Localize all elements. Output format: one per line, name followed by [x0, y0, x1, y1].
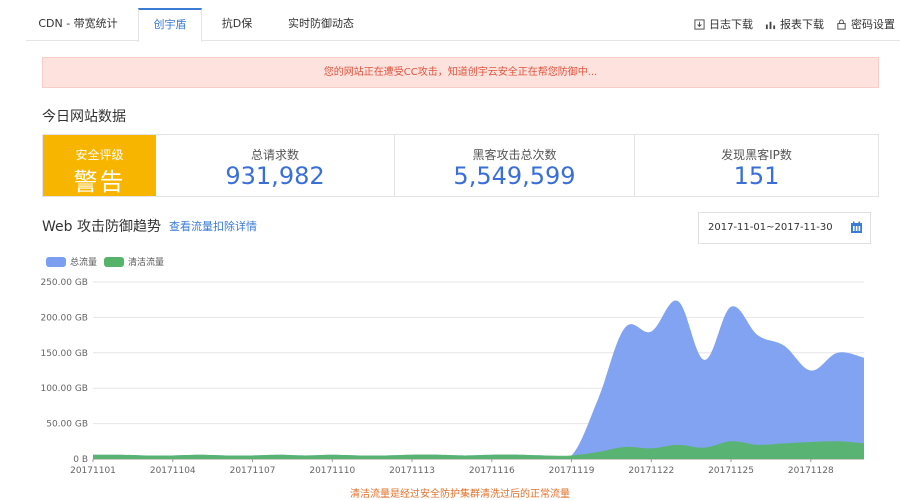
x-tick-label: 20171122: [628, 466, 674, 476]
y-tick-label: 0 B: [73, 455, 88, 465]
legend-clean-traffic[interactable]: 清洁流量: [104, 255, 164, 268]
report-download-label: 报表下载: [780, 18, 824, 31]
attack-count-stat: 黑客攻击总次数 5,549,599: [394, 135, 634, 196]
security-rating-label: 安全评级: [75, 148, 124, 162]
legend-total-label: 总流量: [70, 258, 98, 268]
tab-realtime-defense[interactable]: 实时防御动态: [288, 17, 354, 30]
bar-chart-icon: [765, 21, 776, 29]
y-tick-label: 250.00 GB: [40, 278, 88, 288]
log-download-label: 日志下载: [709, 18, 753, 31]
calendar-icon: [851, 221, 862, 233]
today-data-title: 今日网站数据: [42, 109, 126, 125]
attack-count-label: 黑客攻击总次数: [472, 148, 557, 162]
x-tick-label: 20171110: [309, 466, 355, 476]
legend-total-traffic[interactable]: 总流量: [46, 255, 97, 268]
y-tick-label: 100.00 GB: [40, 384, 88, 394]
tab-kangdbao[interactable]: 抗D保: [221, 17, 253, 30]
attack-count-value: 5,549,599: [453, 162, 576, 190]
traffic-area-chart: 0 B 50.00 GB 100.00 GB 150.00 GB 200.00 GB 25…: [40, 278, 864, 476]
y-tick-label: 200.00 GB: [40, 313, 88, 323]
x-tick-label: 20171104: [150, 466, 196, 476]
x-tick-label: 20171128: [788, 466, 834, 476]
hacker-ip-value: 151: [733, 162, 780, 190]
x-tick-label: 20171113: [389, 466, 435, 476]
download-icon: [694, 18, 705, 30]
legend-total-swatch: [46, 256, 66, 267]
x-tick-label: 20171107: [230, 466, 276, 476]
x-tick-label: 20171119: [549, 466, 595, 476]
hacker-ip-label: 发现黑客IP数: [721, 148, 792, 162]
clean-traffic-footnote: 清洁流量是经过安全防护集群清洗过后的正常流量: [350, 489, 570, 500]
report-download-button[interactable]: 报表下载: [765, 16, 824, 32]
x-tick-label: 20171101: [70, 466, 116, 476]
security-rating-card: 安全评级 警告: [43, 135, 156, 196]
security-rating-value: 警告: [73, 168, 126, 196]
attack-trend-title: Web 攻击防御趋势: [42, 219, 161, 235]
date-range-picker[interactable]: 2017-11-01~2017-11-30: [698, 212, 871, 244]
total-traffic-area: [93, 300, 864, 459]
tab-chuangyudun[interactable]: 创宇盾: [138, 8, 202, 42]
today-stats-panel: 安全评级 警告 总请求数 931,982 黑客攻击总次数 5,549,599 发…: [42, 134, 879, 197]
attack-alert-banner: 您的网站正在遭受CC攻击，知道创宇云安全正在帮您防御中...: [42, 57, 879, 88]
total-requests-stat: 总请求数 931,982: [156, 135, 394, 196]
legend-clean-label: 清洁流量: [128, 258, 165, 268]
password-settings-button[interactable]: 密码设置: [836, 16, 895, 32]
total-requests-value: 931,982: [225, 162, 325, 190]
lock-icon: [837, 18, 846, 30]
date-range-value: 2017-11-01~2017-11-30: [708, 222, 833, 233]
clean-traffic-area: [93, 441, 864, 459]
password-settings-label: 密码设置: [851, 18, 895, 31]
y-tick-label: 150.00 GB: [40, 349, 88, 359]
traffic-deduction-link[interactable]: 查看流量扣除详情: [169, 220, 257, 233]
x-tick-label: 20171116: [469, 466, 515, 476]
tab-bar: CDN - 带宽统计 创宇盾 抗D保 实时防御动态: [26, 8, 900, 42]
y-tick-label: 50.00 GB: [46, 420, 88, 430]
x-tick-label: 20171125: [708, 466, 754, 476]
tab-cdn-bandwidth[interactable]: CDN - 带宽统计: [38, 17, 118, 30]
total-requests-label: 总请求数: [250, 148, 299, 162]
hacker-ip-stat: 发现黑客IP数 151: [634, 135, 878, 196]
log-download-button[interactable]: 日志下载: [694, 16, 753, 32]
legend-clean-swatch: [104, 256, 124, 267]
